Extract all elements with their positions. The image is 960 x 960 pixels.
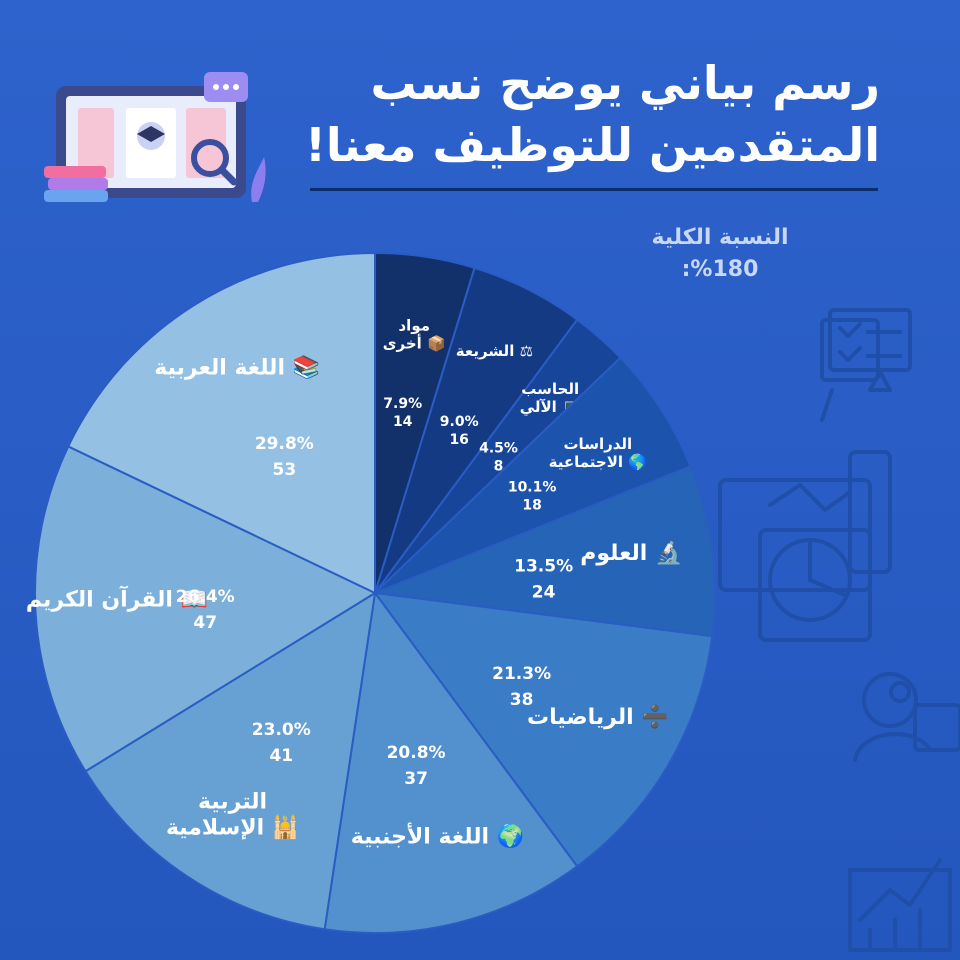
- slice-count-label: 37: [404, 769, 428, 789]
- slice-percent-label: 9.0%: [440, 414, 479, 430]
- slice-label: الشريعة ⚖: [456, 342, 533, 360]
- title-underline: [310, 188, 878, 191]
- slice-label: اللغة العربية 📚: [154, 354, 320, 380]
- slice-percent-label: 13.5%: [514, 556, 573, 576]
- slice-label: مواد أخرى 📦: [383, 317, 446, 353]
- slice-label: العلوم 🔬: [580, 539, 682, 566]
- slice-percent-label: 26.4%: [176, 587, 235, 607]
- chart-title: رسم بياني يوضح نسب المتقدمين للتوظيف معن…: [280, 52, 880, 176]
- slice-label: الرياضيات ➗: [527, 704, 669, 730]
- chart-document-icon: [718, 450, 892, 642]
- pie-slice: [84, 591, 377, 931]
- pie-slice: [66, 251, 376, 595]
- researcher-icon: [853, 672, 960, 762]
- total-label: النسبة الكلية: [651, 225, 789, 250]
- pie-slice: [323, 590, 579, 934]
- pie-slice: [372, 591, 714, 868]
- title-line-2: المتقدمين للتوظيف معنا!: [304, 118, 880, 172]
- slice-label: اللغة الأجنبية 🌍: [351, 822, 524, 850]
- slice-count-label: 38: [510, 690, 534, 710]
- slice-count-label: 47: [193, 613, 217, 633]
- slice-percent-label: 21.3%: [492, 664, 551, 684]
- decorative-icons: [718, 308, 960, 952]
- slice-count-label: 14: [393, 414, 413, 430]
- slice-count-label: 24: [532, 582, 556, 602]
- slice-percent-label: 7.9%: [383, 396, 422, 412]
- title-line-1: رسم بياني يوضح نسب: [370, 56, 880, 110]
- slice-percent-label: 23.0%: [252, 720, 311, 740]
- slice-label: القرآن الكريم 📖: [26, 585, 208, 613]
- slice-percent-label: 20.8%: [387, 743, 446, 763]
- slice-percent-label: 29.8%: [255, 434, 314, 454]
- pie-slice: [374, 356, 692, 594]
- slice-label: التربية الإسلامية 🕌: [166, 790, 299, 841]
- slice-count-label: 16: [449, 432, 468, 448]
- total-value: %180:: [681, 257, 759, 282]
- slice-percent-label: 10.1%: [508, 480, 557, 496]
- slice-count-label: 53: [273, 460, 297, 480]
- slice-count-label: 18: [522, 498, 541, 514]
- slice-count-label: 41: [269, 746, 293, 766]
- laptop-illustration: [44, 72, 266, 202]
- pie-slice: [34, 445, 378, 773]
- slice-count-label: 8: [494, 459, 504, 475]
- slice-percent-label: 4.5%: [479, 441, 518, 457]
- slice-label: الدراسات الاجتماعية 🌎: [549, 435, 647, 471]
- growth-chart-icon: [848, 858, 952, 952]
- total-percentage: النسبة الكلية %180:: [610, 222, 830, 286]
- clipboard-icon: [820, 308, 912, 422]
- pie-slice: [371, 464, 716, 638]
